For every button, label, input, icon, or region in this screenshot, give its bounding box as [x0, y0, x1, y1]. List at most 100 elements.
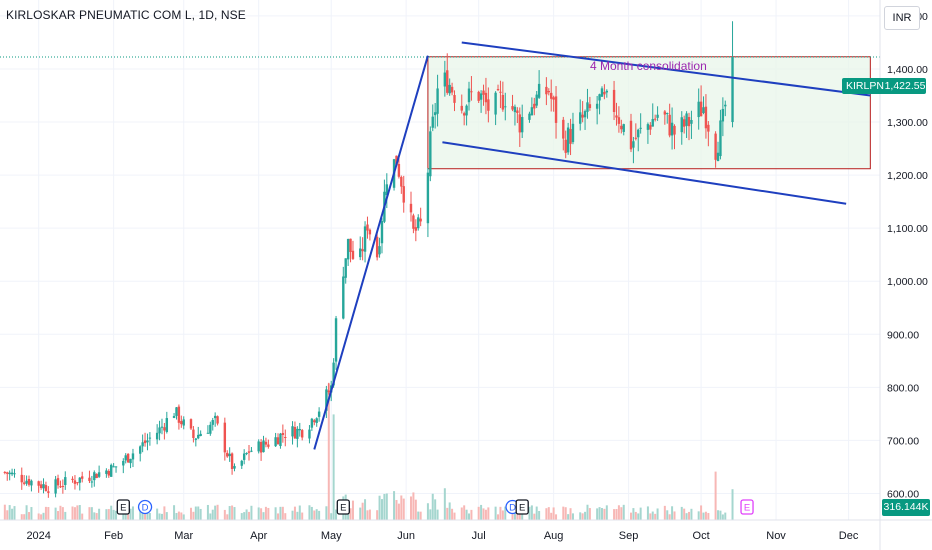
volume-bar: [547, 507, 550, 520]
candle: [163, 422, 166, 440]
volume-bar: [417, 511, 420, 520]
candle-body: [182, 419, 185, 426]
volume-bar: [131, 506, 134, 520]
candle: [501, 81, 505, 112]
volume-bar: [480, 504, 483, 520]
candle: [533, 97, 536, 116]
volume-bar: [139, 505, 142, 520]
volume-bar: [59, 505, 62, 520]
volume-bar: [115, 510, 118, 520]
volume-bar: [651, 511, 654, 520]
volume-bar: [61, 507, 64, 520]
volume-bar: [192, 511, 195, 520]
volume-bar: [683, 508, 686, 520]
x-tick-label: Nov: [766, 530, 786, 542]
volume-bar: [8, 505, 11, 520]
volume-bar: [42, 512, 45, 520]
candle-body: [412, 215, 415, 229]
candle: [368, 228, 372, 241]
volume-bar: [629, 512, 632, 520]
volume-bar: [494, 506, 497, 520]
volume-bar: [409, 496, 412, 520]
marker-box: [515, 499, 529, 515]
candle: [64, 471, 67, 490]
candle-body: [6, 472, 9, 474]
candle: [313, 418, 316, 426]
candle: [651, 103, 654, 127]
volume-bar: [419, 511, 422, 520]
candle: [298, 422, 301, 437]
volume-bar: [586, 504, 589, 520]
candle: [588, 96, 592, 111]
candle-body: [634, 137, 638, 139]
volume-bar: [600, 508, 603, 520]
candle-body: [702, 107, 705, 113]
y-tick-label: 600.00: [887, 488, 919, 500]
volume-bar: [37, 513, 40, 520]
candle: [310, 417, 314, 431]
candle: [257, 439, 260, 454]
candle: [443, 60, 447, 97]
candle-body: [554, 96, 558, 123]
volume-bar: [605, 505, 608, 520]
candle-body: [588, 104, 592, 109]
candle-body: [699, 101, 703, 117]
volume-bar: [465, 509, 468, 520]
volume-bar: [622, 504, 625, 520]
candle: [245, 452, 248, 456]
volume-bar: [47, 507, 50, 520]
candle: [550, 79, 553, 112]
candle: [300, 428, 304, 441]
volume-bar: [690, 508, 693, 520]
volume-bar: [25, 505, 28, 520]
volume-bar: [240, 513, 243, 520]
candle-body: [334, 318, 338, 362]
volume-bars: [3, 383, 734, 520]
volume-bar: [245, 509, 248, 520]
volume-bar: [656, 508, 659, 520]
volume-bar: [719, 510, 722, 520]
candle: [146, 433, 149, 451]
volume-bar: [680, 506, 683, 520]
volume-bar: [250, 505, 253, 520]
volume-bar: [182, 514, 185, 520]
candle: [566, 122, 570, 155]
candle-body: [242, 453, 246, 460]
volume-bar: [368, 509, 371, 520]
volume-bar: [98, 508, 101, 520]
volume-bar: [528, 506, 531, 520]
candle-body: [359, 248, 362, 258]
volume-bar: [318, 510, 321, 520]
candle-body: [233, 466, 236, 469]
currency-selector[interactable]: INR: [884, 6, 920, 30]
candle-body: [95, 473, 98, 479]
volume-bar: [71, 506, 74, 520]
volume-bar: [313, 510, 316, 520]
candle: [346, 238, 350, 266]
candle: [639, 113, 642, 134]
volume-bar: [146, 509, 149, 520]
volume-bar: [511, 509, 514, 520]
candle: [571, 112, 575, 145]
volume-bar: [160, 513, 163, 520]
candle: [385, 173, 389, 209]
candle-body: [351, 250, 355, 259]
volume-bar: [588, 508, 591, 520]
candle: [148, 432, 152, 446]
candle-body: [126, 453, 130, 463]
volume-bar: [569, 508, 572, 520]
candle-body: [192, 429, 195, 438]
candle-body: [620, 125, 623, 130]
volume-bar: [264, 506, 267, 520]
candle: [250, 447, 253, 453]
candle-body: [414, 227, 418, 231]
candle-body: [446, 70, 449, 93]
candle: [334, 315, 338, 370]
candle-body: [44, 485, 48, 491]
volume-bar: [654, 513, 657, 520]
volume-bar: [436, 509, 439, 520]
candle-body: [719, 120, 722, 157]
candle-body: [518, 114, 521, 133]
volume-bar: [301, 512, 304, 520]
